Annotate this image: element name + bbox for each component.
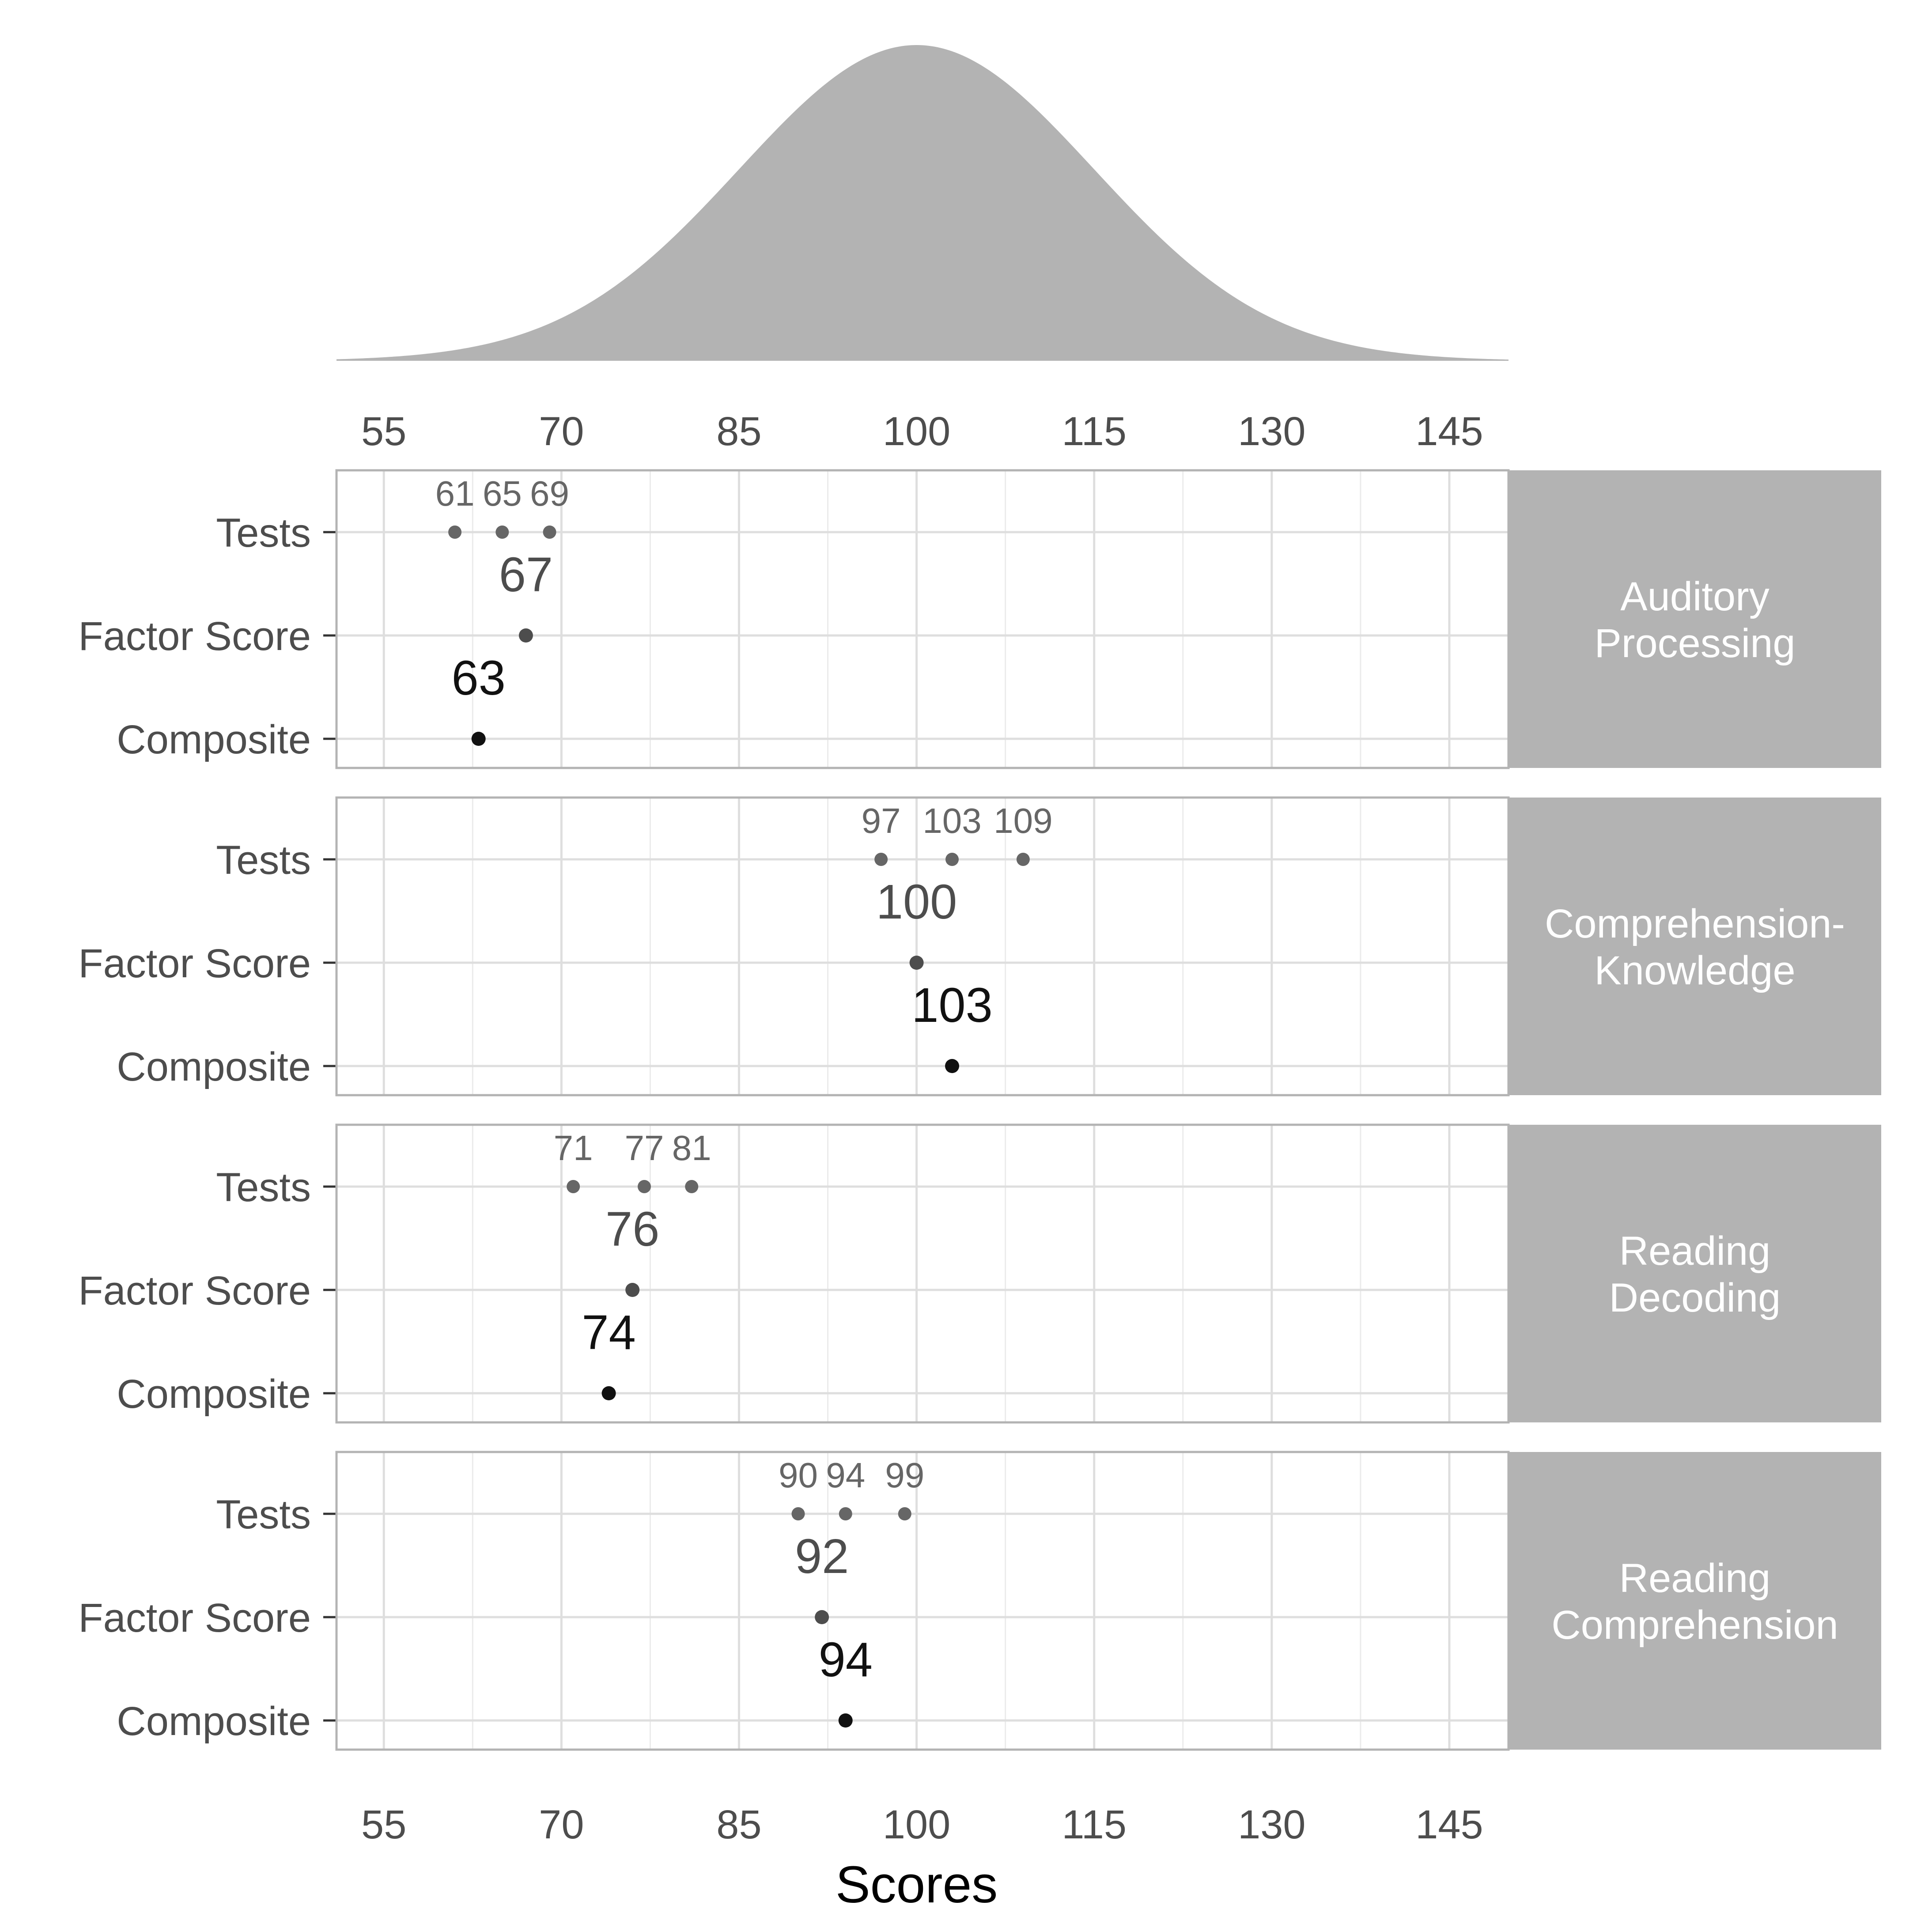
x-tick-label: 70 — [539, 409, 584, 454]
composite-value-label: 63 — [452, 651, 506, 705]
facet-strip — [1509, 1125, 1881, 1422]
composite-point — [601, 1386, 616, 1400]
category-label: Factor Score — [78, 1268, 311, 1313]
x-tick-label: 100 — [883, 1802, 951, 1847]
test-value-label: 77 — [625, 1128, 664, 1168]
test-value-label: 90 — [779, 1456, 818, 1495]
test-point — [543, 526, 556, 539]
test-point — [874, 853, 888, 866]
facet-strip — [1509, 1452, 1881, 1750]
facet-strip — [1509, 470, 1881, 768]
facet-panel: Tests Factor Score Composite 71 77 81 76 74 Read… — [78, 1123, 1881, 1424]
test-point — [448, 526, 462, 539]
x-tick-label: 115 — [1062, 409, 1127, 454]
facet-strip-label: Reading — [1619, 1556, 1771, 1601]
category-label: Factor Score — [78, 941, 311, 986]
x-tick-label: 100 — [883, 409, 951, 454]
test-value-label: 81 — [672, 1128, 711, 1168]
facet-strip-label: Comprehension- — [1545, 901, 1845, 946]
test-point — [898, 1507, 911, 1520]
test-point — [567, 1180, 580, 1193]
factor-point — [625, 1283, 640, 1297]
panel-background — [336, 798, 1509, 1095]
x-tick-label: 55 — [361, 1802, 406, 1847]
panel-background — [336, 470, 1509, 768]
x-tick-label: 55 — [361, 409, 406, 454]
x-tick-label: 130 — [1238, 409, 1306, 454]
test-value-label: 109 — [994, 801, 1052, 840]
composite-value-label: 94 — [819, 1633, 873, 1687]
facet-strip-label: Knowledge — [1594, 948, 1795, 993]
factor-point — [518, 628, 533, 643]
composite-point — [838, 1713, 853, 1728]
facet-panel: Tests Factor Score Composite 97 103 109 100 103… — [78, 796, 1881, 1096]
category-label: Composite — [117, 1372, 311, 1417]
factor-point — [909, 956, 924, 970]
test-point — [839, 1507, 852, 1520]
test-point — [638, 1180, 651, 1193]
facet-panel: Tests Factor Score Composite 61 65 69 67 63 Audi… — [78, 469, 1881, 769]
category-label: Tests — [216, 1165, 311, 1210]
test-value-label: 97 — [862, 801, 901, 840]
x-tick-label: 85 — [716, 409, 761, 454]
normal-density-curve — [336, 45, 1509, 361]
facet-strip-label: Decoding — [1609, 1275, 1781, 1320]
test-value-label: 61 — [435, 474, 475, 513]
category-label: Composite — [117, 1044, 311, 1089]
test-point — [945, 853, 959, 866]
test-point — [1016, 853, 1030, 866]
bottom-x-axis: 55 70 85 100 115 130 145 — [361, 1802, 1483, 1847]
factor-value-label: 76 — [605, 1202, 659, 1256]
composite-point — [945, 1059, 960, 1073]
x-tick-label: 70 — [539, 1802, 584, 1847]
test-point — [791, 1507, 805, 1520]
facet-panels: Tests Factor Score Composite 61 65 69 67 63 Audi… — [78, 469, 1881, 1751]
category-label: Composite — [117, 1699, 311, 1744]
composite-value-label: 103 — [911, 978, 993, 1032]
category-label: Tests — [216, 510, 311, 556]
test-value-label: 71 — [554, 1128, 593, 1168]
facet-strip-label: Auditory — [1620, 574, 1769, 619]
facet-strip-label: Comprehension — [1551, 1603, 1838, 1648]
x-axis-title: Scores — [836, 1856, 998, 1914]
composite-point — [471, 732, 486, 746]
composite-value-label: 74 — [582, 1305, 635, 1360]
x-tick-label: 145 — [1415, 1802, 1483, 1847]
x-tick-label: 130 — [1238, 1802, 1306, 1847]
test-value-label: 65 — [483, 474, 522, 513]
facet-strip-label: Processing — [1594, 621, 1795, 666]
panel-background — [336, 1452, 1509, 1750]
test-point — [495, 526, 509, 539]
factor-value-label: 67 — [499, 548, 553, 602]
density-area — [336, 45, 1509, 361]
test-point — [685, 1180, 699, 1193]
panel-background — [336, 1125, 1509, 1422]
factor-value-label: 92 — [795, 1529, 849, 1584]
facet-strip — [1509, 798, 1881, 1095]
test-value-label: 94 — [826, 1456, 865, 1495]
x-tick-label: 85 — [716, 1802, 761, 1847]
test-value-label: 69 — [530, 474, 569, 513]
category-label: Factor Score — [78, 614, 311, 659]
category-label: Tests — [216, 1492, 311, 1537]
factor-point — [815, 1610, 829, 1624]
x-tick-label: 115 — [1062, 1802, 1127, 1847]
top-x-axis: 55 70 85 100 115 130 145 — [361, 409, 1483, 454]
test-value-label: 99 — [885, 1456, 924, 1495]
category-label: Composite — [117, 717, 311, 762]
category-label: Factor Score — [78, 1596, 311, 1641]
category-label: Tests — [216, 838, 311, 883]
test-value-label: 103 — [923, 801, 981, 840]
factor-value-label: 100 — [876, 875, 957, 929]
x-tick-label: 145 — [1415, 409, 1483, 454]
facet-strip-label: Reading — [1619, 1229, 1771, 1274]
